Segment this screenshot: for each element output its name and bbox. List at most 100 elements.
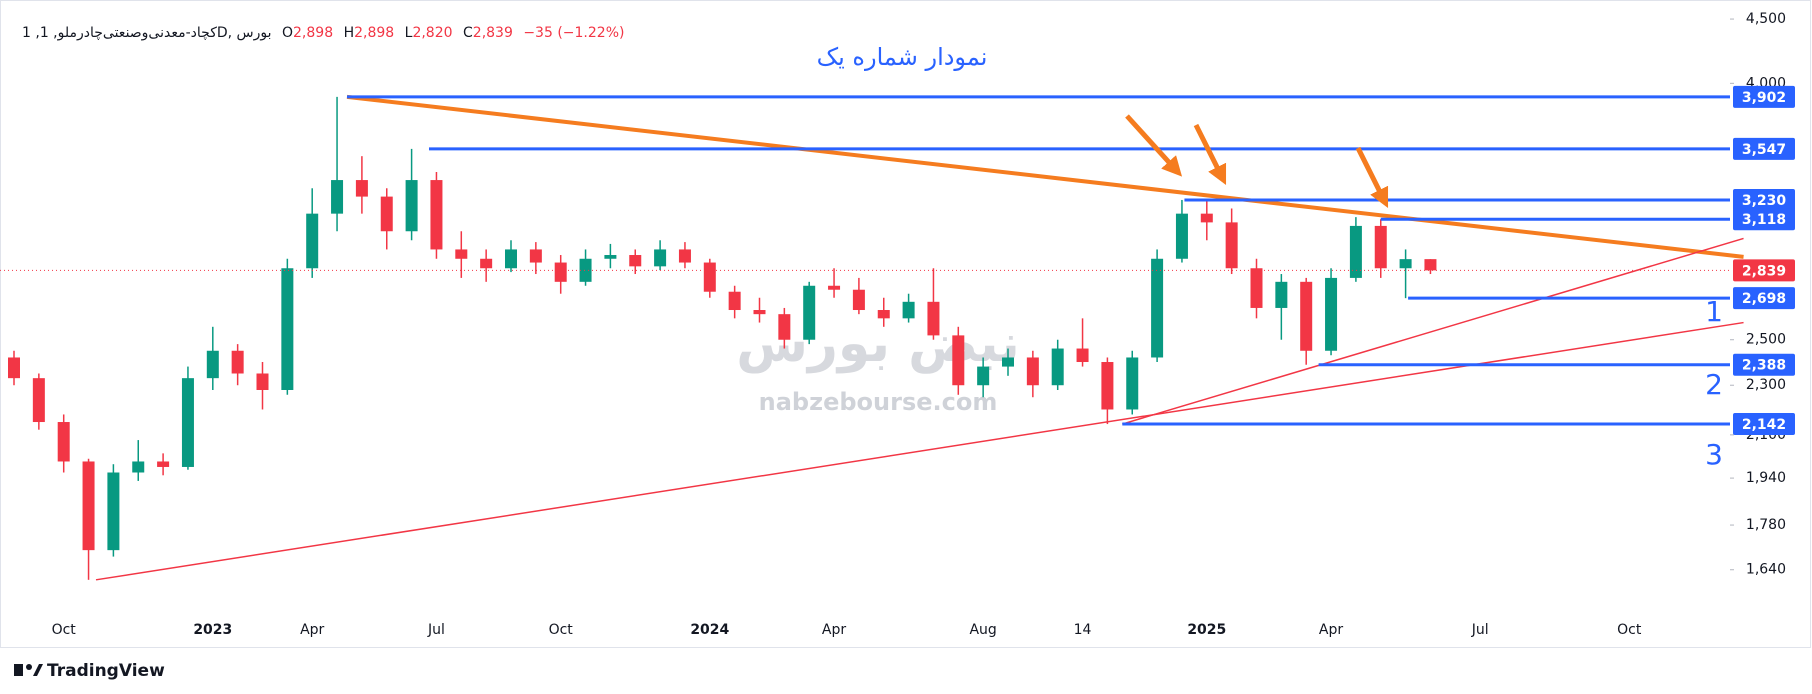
level-label: 2,388 bbox=[1742, 358, 1786, 374]
y-tick-label: 1,780 bbox=[1746, 517, 1786, 533]
header-change: −35 (−1.22%) bbox=[523, 25, 624, 41]
x-tick-label: Oct bbox=[1617, 622, 1642, 638]
candle-body bbox=[1126, 357, 1139, 410]
candle-body bbox=[1002, 357, 1014, 367]
logo-mark bbox=[14, 664, 23, 676]
header: 1 ,کچاد-معدنی‌وصنعتی‌چادرملو, 1D, بورس O… bbox=[22, 25, 624, 41]
candle-body bbox=[430, 180, 443, 250]
annotation: 2 bbox=[1705, 368, 1723, 401]
candle-body bbox=[1374, 225, 1387, 269]
candle-body bbox=[1051, 348, 1064, 386]
level-label: 3,118 bbox=[1742, 212, 1786, 228]
candle-body bbox=[1250, 268, 1263, 308]
x-tick-label: Oct bbox=[52, 622, 77, 638]
candle-body bbox=[480, 258, 493, 269]
arrows-layer bbox=[1125, 114, 1389, 209]
header-high: 2,898 bbox=[354, 25, 394, 41]
header-symbol: 1 ,کچاد-معدنی‌وصنعتی‌چادرملو, 1D, بورس bbox=[22, 25, 272, 41]
candle-body bbox=[1325, 277, 1338, 351]
candle-body bbox=[1275, 281, 1288, 308]
level-label-box bbox=[1733, 287, 1795, 310]
candle-body bbox=[206, 350, 219, 379]
footer-brand: TradingView bbox=[47, 661, 165, 681]
candle-body bbox=[852, 289, 865, 311]
trendline bbox=[346, 94, 1744, 259]
x-tick-label: Apr bbox=[1319, 622, 1343, 638]
logo-mark bbox=[26, 664, 32, 670]
annotation: 3 bbox=[1705, 438, 1723, 471]
x-tick-label: 2023 bbox=[193, 622, 232, 638]
candle-body bbox=[678, 249, 691, 263]
last-price-box bbox=[1733, 259, 1795, 282]
candle-body bbox=[778, 314, 791, 340]
y-tick-label: 2,500 bbox=[1746, 332, 1786, 348]
candle-body bbox=[1349, 225, 1362, 278]
candle-body bbox=[927, 301, 940, 336]
level-label: 2,698 bbox=[1742, 291, 1786, 307]
candle-body bbox=[1175, 213, 1188, 259]
candle-body bbox=[82, 461, 95, 551]
footer-logo: TradingView bbox=[14, 661, 165, 681]
chart-frame bbox=[0, 0, 1811, 648]
level-label-box bbox=[1733, 208, 1795, 231]
arrow bbox=[1355, 146, 1389, 209]
header-close-label: C bbox=[463, 25, 473, 41]
level-label-box bbox=[1733, 188, 1795, 211]
candle-body bbox=[952, 335, 965, 386]
candle-body bbox=[1101, 362, 1114, 410]
candle-body bbox=[877, 310, 890, 319]
candle-body bbox=[231, 350, 244, 374]
candle-body bbox=[57, 422, 70, 462]
x-tick-label: 2024 bbox=[690, 622, 729, 638]
header-open: 2,898 bbox=[293, 25, 333, 41]
candle-body bbox=[107, 472, 120, 551]
level-label: 3,547 bbox=[1742, 142, 1786, 158]
annotation: 1 bbox=[1705, 295, 1723, 328]
logo-mark bbox=[33, 664, 43, 676]
level-label-box bbox=[1733, 353, 1795, 376]
candle-body bbox=[405, 180, 418, 232]
candle-body bbox=[579, 258, 592, 282]
header-low-label: L bbox=[405, 25, 413, 41]
arrow bbox=[1125, 114, 1183, 177]
x-tick-label: Aug bbox=[969, 622, 996, 638]
trendline bbox=[1122, 237, 1744, 425]
candle-body bbox=[32, 378, 45, 423]
candle-body bbox=[1076, 348, 1089, 363]
header-close: 2,839 bbox=[473, 25, 513, 41]
candle-body bbox=[828, 285, 841, 290]
candle-body bbox=[132, 461, 145, 473]
last-price-label: 2,839 bbox=[1742, 263, 1786, 279]
level-label-box bbox=[1733, 85, 1795, 108]
x-tick-label: Jul bbox=[1471, 622, 1489, 638]
level-label-box bbox=[1733, 137, 1795, 160]
level-label-box bbox=[1733, 413, 1795, 436]
candle-body bbox=[306, 213, 319, 269]
candle-body bbox=[1026, 357, 1039, 386]
chart-title: نمودار شماره یک bbox=[817, 43, 988, 71]
y-tick-label: 1,940 bbox=[1746, 470, 1786, 486]
watermark-url: nabzebourse.com bbox=[759, 388, 998, 416]
x-tick-label: 2025 bbox=[1187, 622, 1226, 638]
candle-body bbox=[1424, 259, 1437, 271]
candle-body bbox=[331, 180, 344, 214]
candle-body bbox=[529, 249, 542, 263]
candle-body bbox=[703, 262, 716, 292]
header-high-label: H bbox=[344, 25, 355, 41]
candle-body bbox=[1151, 258, 1164, 358]
header-low: 2,820 bbox=[412, 25, 452, 41]
level-label: 3,230 bbox=[1742, 193, 1787, 209]
candle-body bbox=[728, 291, 741, 311]
candle-body bbox=[1225, 222, 1238, 269]
y-tick-label: 1,640 bbox=[1746, 562, 1786, 578]
candle-body bbox=[1300, 281, 1313, 351]
candle-body bbox=[554, 262, 567, 282]
candles-layer bbox=[8, 96, 1437, 580]
x-tick-label: Apr bbox=[822, 622, 846, 638]
x-tick-label: Jul bbox=[427, 622, 445, 638]
candle-body bbox=[803, 285, 816, 340]
arrow bbox=[1193, 123, 1227, 186]
y-tick-label: 4,500 bbox=[1746, 11, 1786, 27]
